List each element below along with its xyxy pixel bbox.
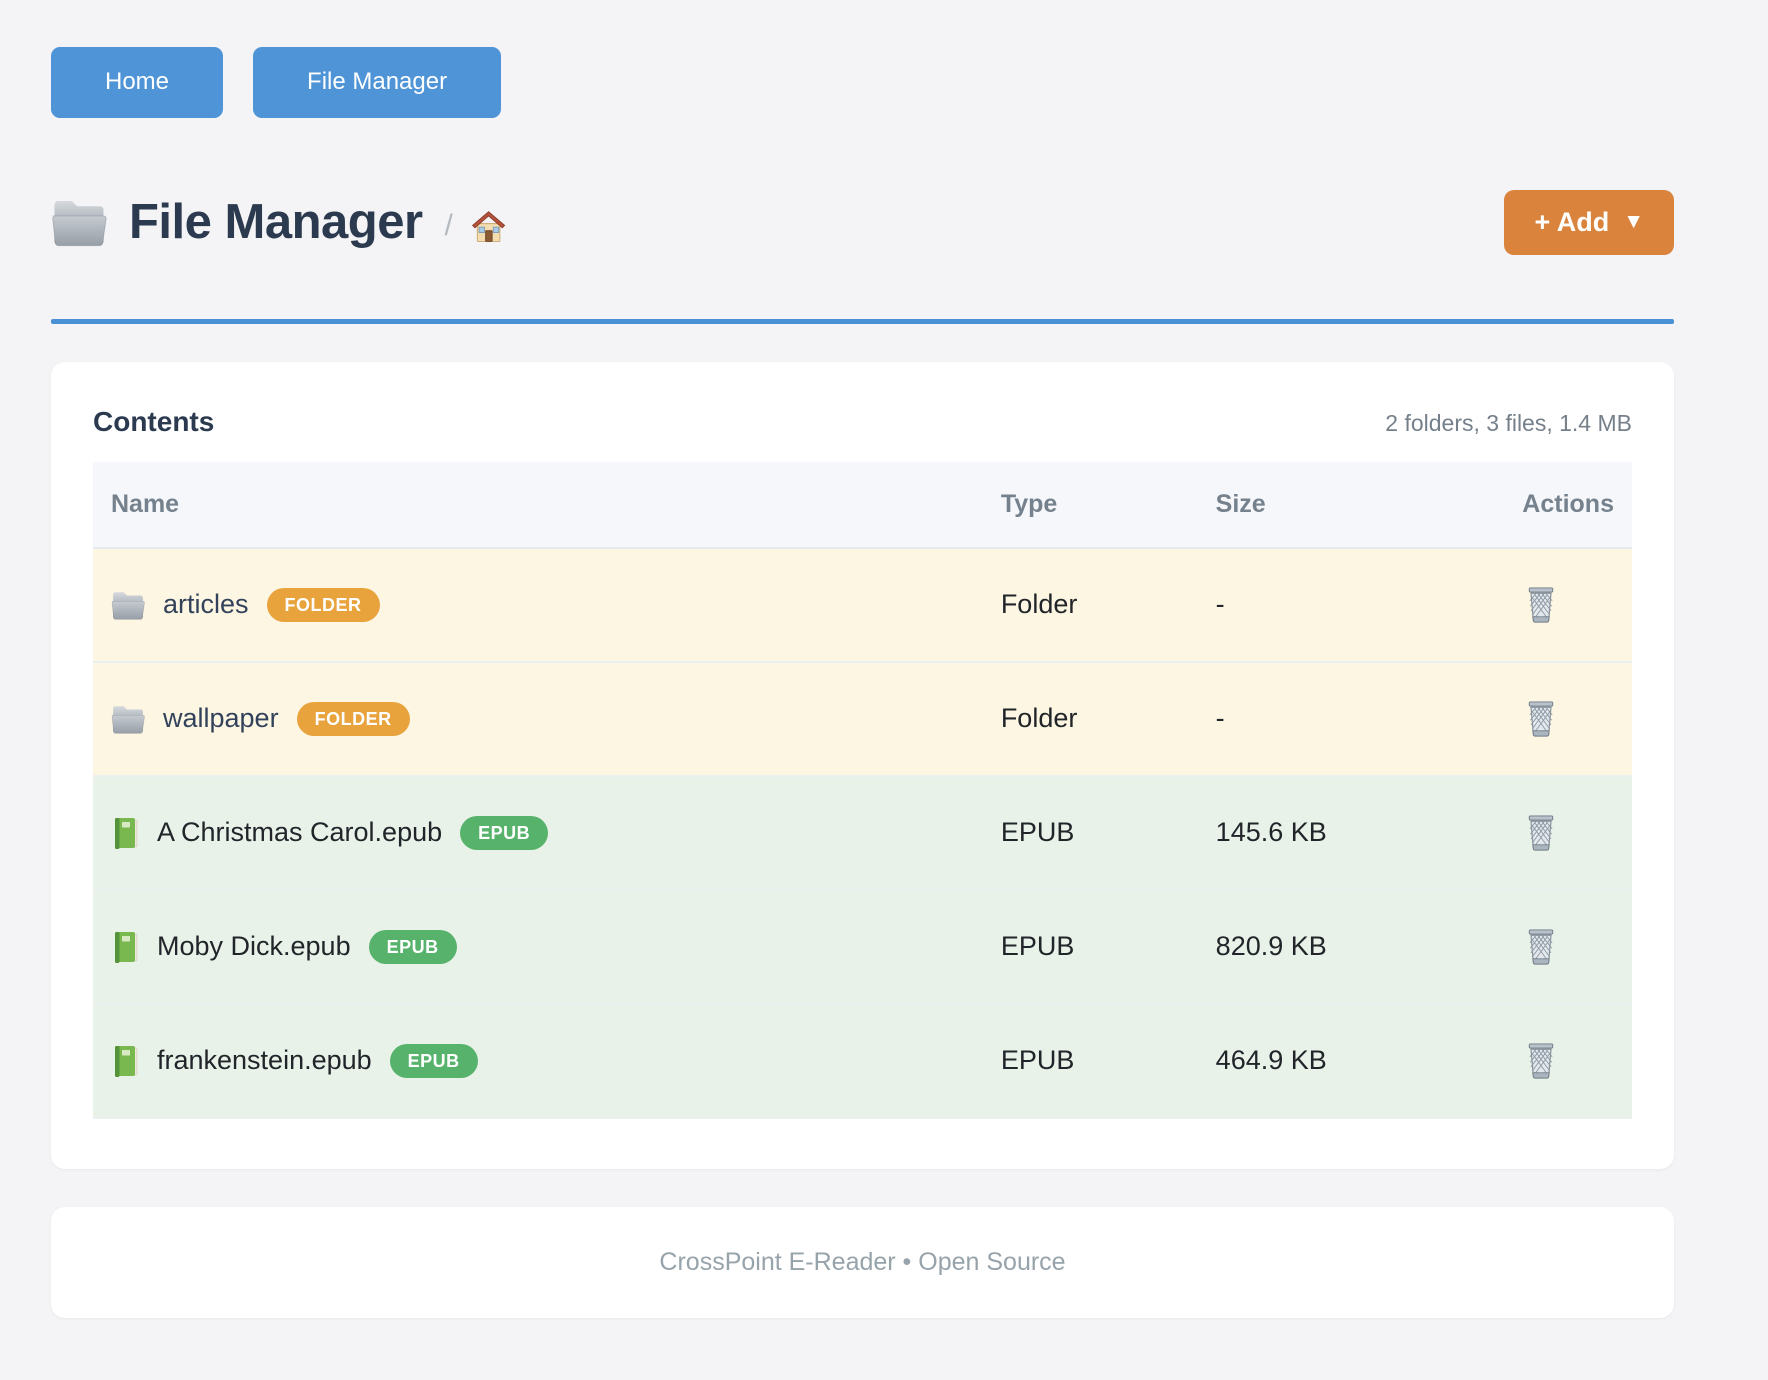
- house-icon[interactable]: [469, 207, 507, 245]
- item-name[interactable]: Moby Dick.epub: [157, 931, 351, 962]
- table-row: A Christmas Carol.epub EPUB EPUB 145.6 K…: [93, 775, 1632, 891]
- home-button[interactable]: Home: [51, 47, 224, 118]
- trash-icon: [1522, 585, 1560, 625]
- epub-badge: EPUB: [460, 815, 549, 850]
- title-rule: [51, 318, 1674, 324]
- item-size: 464.9 KB: [1197, 1003, 1505, 1119]
- item-name[interactable]: wallpaper: [163, 703, 279, 734]
- item-size: -: [1197, 661, 1505, 777]
- contents-card: Contents 2 folders, 3 files, 1.4 MB Name…: [51, 361, 1674, 1169]
- item-name[interactable]: A Christmas Carol.epub: [157, 817, 443, 848]
- item-type: Folder: [982, 661, 1198, 777]
- delete-button[interactable]: [1522, 585, 1560, 625]
- table-row: wallpaper FOLDER Folder -: [93, 661, 1632, 777]
- delete-button[interactable]: [1522, 927, 1560, 967]
- table-row: Moby Dick.epub EPUB EPUB 820.9 KB: [93, 889, 1632, 1005]
- breadcrumb-separator: /: [444, 209, 453, 243]
- column-header-actions: Actions: [1504, 461, 1632, 549]
- folder-badge: FOLDER: [296, 701, 410, 736]
- folder-icon: [111, 590, 145, 620]
- item-size: -: [1197, 547, 1505, 663]
- delete-button[interactable]: [1522, 813, 1560, 853]
- green-book-icon: [111, 1044, 139, 1078]
- item-type: EPUB: [982, 775, 1198, 891]
- page-header: File Manager / + Add ▼: [51, 189, 1674, 255]
- folder-icon: [51, 197, 107, 247]
- delete-button[interactable]: [1522, 699, 1560, 739]
- item-size: 820.9 KB: [1197, 889, 1505, 1005]
- table-header-row: Name Type Size Actions: [93, 461, 1632, 549]
- add-button-label: + Add: [1534, 206, 1610, 237]
- trash-icon: [1522, 699, 1560, 739]
- epub-badge: EPUB: [368, 929, 457, 964]
- nav-buttons: Home File Manager: [51, 47, 1674, 118]
- item-type: EPUB: [982, 1003, 1198, 1119]
- trash-icon: [1522, 927, 1560, 967]
- file-manager-button[interactable]: File Manager: [253, 47, 502, 118]
- green-book-icon: [111, 930, 139, 964]
- page-title: File Manager: [129, 195, 423, 250]
- footer: CrossPoint E-Reader • Open Source: [51, 1206, 1674, 1318]
- item-name[interactable]: frankenstein.epub: [157, 1045, 372, 1076]
- item-size: 145.6 KB: [1197, 775, 1505, 891]
- folder-icon: [111, 704, 145, 734]
- table-row: articles FOLDER Folder -: [93, 547, 1632, 663]
- column-header-type: Type: [982, 461, 1198, 549]
- item-type: EPUB: [982, 889, 1198, 1005]
- trash-icon: [1522, 1041, 1560, 1081]
- file-table: Name Type Size Actions articles FOLDER F…: [93, 461, 1632, 1119]
- caret-down-icon: ▼: [1623, 210, 1644, 234]
- contents-title: Contents: [93, 405, 215, 437]
- green-book-icon: [111, 816, 139, 850]
- trash-icon: [1522, 813, 1560, 853]
- item-type: Folder: [982, 547, 1198, 663]
- add-button[interactable]: + Add ▼: [1504, 189, 1674, 255]
- column-header-size: Size: [1197, 461, 1505, 549]
- column-header-name: Name: [93, 461, 983, 549]
- contents-summary: 2 folders, 3 files, 1.4 MB: [1385, 409, 1632, 436]
- item-name[interactable]: articles: [163, 589, 249, 620]
- footer-text: CrossPoint E-Reader • Open Source: [659, 1247, 1066, 1276]
- table-row: frankenstein.epub EPUB EPUB 464.9 KB: [93, 1003, 1632, 1119]
- folder-badge: FOLDER: [266, 587, 380, 622]
- delete-button[interactable]: [1522, 1041, 1560, 1081]
- epub-badge: EPUB: [389, 1043, 478, 1078]
